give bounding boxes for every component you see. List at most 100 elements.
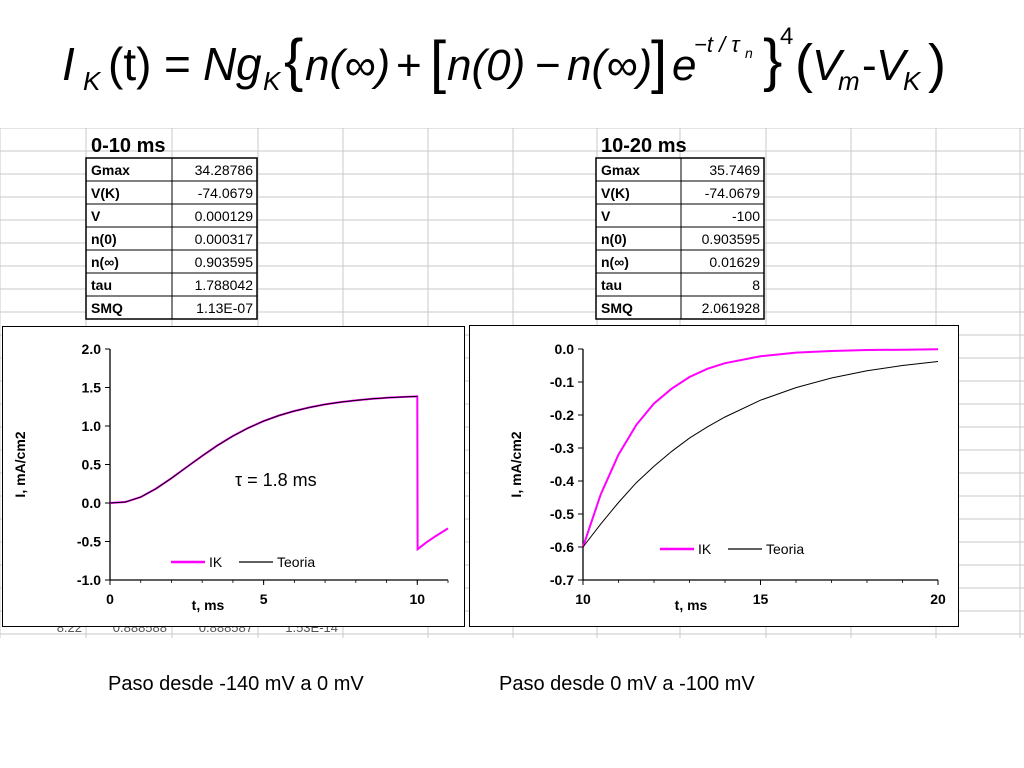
- formula-V: V: [812, 41, 845, 90]
- series-line-ik: [582, 348, 939, 548]
- tau-annotation: τ = 1.8 ms: [235, 470, 317, 490]
- formula-plus: +: [396, 41, 422, 90]
- x-tick-label: 10: [409, 591, 425, 607]
- fit-table-param-value: 1.788042: [195, 277, 254, 293]
- x-tick-label: 5: [260, 591, 268, 607]
- formula-open-paren: (: [795, 34, 813, 94]
- legend-label-ik: IK: [698, 541, 712, 557]
- chart-10-20ms-panel: 0.0 -0.1 -0.2 -0.3 -0.4 -0.5 -0.6 -0.7 10 15 20 t, …: [469, 325, 959, 627]
- y-tick-label: -0.3: [550, 440, 574, 456]
- formula-VK-subscript: K: [903, 66, 922, 96]
- formula-equals: =: [164, 38, 191, 90]
- x-tick-label: 20: [930, 591, 946, 607]
- y-tick-label: 1.0: [82, 418, 102, 434]
- fit-table-param-label: Gmax: [91, 162, 130, 178]
- y-tick-label: 0.0: [555, 341, 575, 357]
- fit-table-param-label: tau: [91, 277, 112, 293]
- fit-table-param-label: SMQ: [601, 300, 633, 316]
- fit-table-param-label: n(0): [91, 231, 117, 247]
- fit-table-param-value: 8: [752, 277, 760, 293]
- fit-table-param-label: V(K): [601, 185, 630, 201]
- legend-label-ik: IK: [209, 554, 223, 570]
- fit-table-param-label: V: [91, 208, 101, 224]
- legend-label-teoria: Teoria: [277, 554, 315, 570]
- fit-table-param-value: 0.000129: [195, 208, 254, 224]
- y-tick-label: 0.0: [82, 495, 102, 511]
- fit-table-param-label: n(∞): [601, 254, 629, 270]
- fit-table-param-value: 2.061928: [702, 300, 761, 316]
- y-tick-label: -0.4: [550, 473, 574, 489]
- y-tick-label: -1.0: [77, 572, 101, 588]
- fit-table-param-label: n(0): [601, 231, 627, 247]
- formula-close-bracket: ]: [651, 30, 667, 95]
- y-tick-label: -0.5: [550, 506, 574, 522]
- caption-step-2: Paso desde 0 mV a -100 mV: [499, 673, 755, 695]
- fit-table-param-value: -74.0679: [705, 185, 760, 201]
- y-axis-label: I, mA/cm2: [12, 431, 28, 497]
- formula-n-infinity-2: n(∞): [567, 41, 652, 90]
- formula-close-brace: }: [763, 28, 782, 93]
- potassium-current-formula: I K (t) = N g K { n(∞) + [ n(0) − n(∞) ]…: [62, 23, 946, 96]
- formula-g-subscript: K: [263, 66, 282, 96]
- fit-table-param-value: 34.28786: [195, 162, 254, 178]
- y-tick-label: 2.0: [82, 341, 102, 357]
- formula-V2: V: [876, 41, 909, 90]
- caption-step-1: Paso desde -140 mV a 0 mV: [108, 673, 364, 695]
- formula-t-arg: (t): [108, 38, 151, 90]
- x-axis-label: t, ms: [192, 597, 225, 613]
- fit-table-title: 0-10 ms: [91, 135, 166, 157]
- fit-table-param-value: 0.903595: [195, 254, 254, 270]
- fit-table-param-label: n(∞): [91, 254, 119, 270]
- y-tick-label: -0.7: [550, 572, 574, 588]
- x-tick-label: 10: [575, 591, 591, 607]
- fit-table-param-label: SMQ: [91, 300, 123, 316]
- fit-table-0-10ms: 0-10 ms Gmax 34.28786 V(K) -74.0679 V 0.00012…: [85, 135, 258, 320]
- fit-table-param-label: V: [601, 208, 611, 224]
- fit-table-box: [595, 157, 765, 320]
- y-tick-label: 0.5: [82, 457, 102, 473]
- fit-table-param-value: -74.0679: [198, 185, 253, 201]
- y-axis-label: I, mA/cm2: [508, 431, 524, 497]
- fit-table-title: 10-20 ms: [601, 135, 687, 157]
- formula-open-brace: {: [284, 28, 303, 93]
- formula-I-subscript: K: [83, 66, 102, 96]
- chart-0-10ms-panel: 2.0 1.5 1.0 0.5 0.0 -0.5 -1.0 0 5 10 t, ms I, mA/cm…: [2, 326, 465, 627]
- fit-table-param-value: 1.13E-07: [196, 300, 253, 316]
- formula-n-infinity: n(∞): [305, 41, 390, 90]
- fit-table-param-value: 0.01629: [709, 254, 760, 270]
- y-tick-label: -0.2: [550, 407, 574, 423]
- y-tick-label: 1.5: [82, 380, 102, 396]
- fit-table-param-label: V(K): [91, 185, 120, 201]
- x-tick-label: 15: [753, 591, 769, 607]
- formula-minus: −: [535, 41, 561, 90]
- formula-g: g: [236, 38, 262, 90]
- legend-label-teoria: Teoria: [766, 541, 804, 557]
- formula-close-paren: ): [928, 34, 946, 94]
- fit-table-param-value: 0.903595: [702, 231, 761, 247]
- x-axis-label: t, ms: [675, 597, 708, 613]
- formula-N: N: [203, 38, 237, 90]
- formula-I: I: [62, 38, 75, 90]
- y-tick-label: -0.6: [550, 539, 574, 555]
- fit-table-param-label: tau: [601, 277, 622, 293]
- x-tick-label: 0: [106, 591, 114, 607]
- series-line-teoria: [582, 361, 939, 548]
- fit-table-param-value: -100: [732, 208, 760, 224]
- fit-table-param-value: 0.000317: [195, 231, 254, 247]
- formula-n-zero: n(0): [447, 41, 525, 90]
- y-tick-label: -0.1: [550, 374, 574, 390]
- formula-dash: -: [862, 41, 877, 90]
- fit-table-param-label: Gmax: [601, 162, 640, 178]
- chart-10-20ms: 0.0 -0.1 -0.2 -0.3 -0.4 -0.5 -0.6 -0.710 15 20 t, …: [508, 341, 946, 613]
- formula-power: 4: [780, 23, 793, 50]
- fit-table-10-20ms: 10-20 ms Gmax 35.7469 V(K) -74.0679 V -100 n(0…: [595, 135, 765, 320]
- formula-e: e: [672, 41, 696, 90]
- fit-table-param-value: 35.7469: [709, 162, 760, 178]
- series-line-teoria: [109, 395, 418, 504]
- formula-open-bracket: [: [430, 30, 446, 95]
- formula-Vm-subscript: m: [838, 66, 860, 96]
- chart-0-10ms: 2.0 1.5 1.0 0.5 0.0 -0.5 -1.0 0 5 10 t, ms I, mA/cm…: [12, 341, 449, 613]
- formula-exponent: −t / τ: [694, 32, 741, 57]
- y-tick-label: -0.5: [77, 534, 101, 550]
- formula-exponent-subscript: n: [745, 45, 753, 61]
